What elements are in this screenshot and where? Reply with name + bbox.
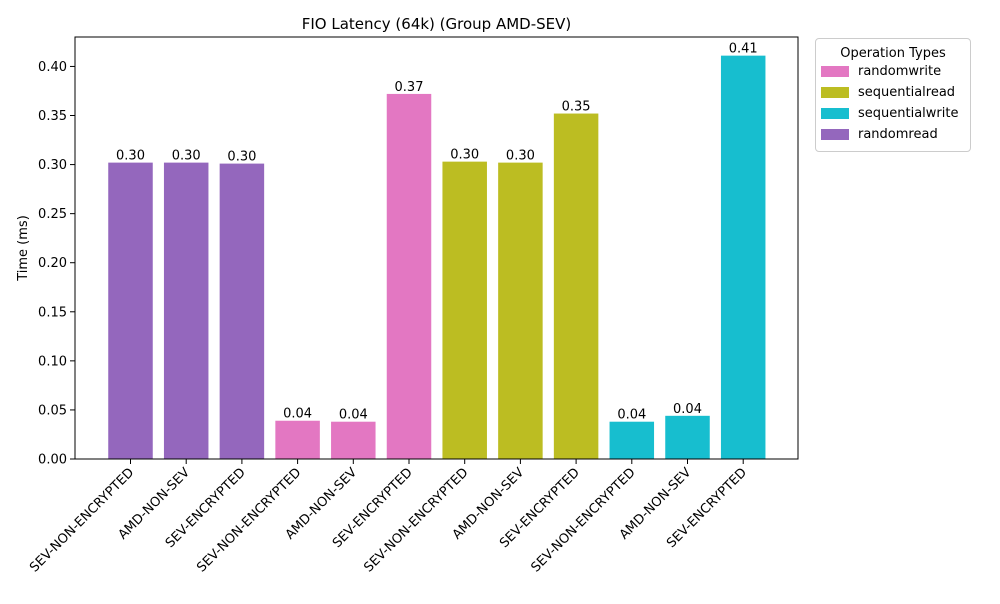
x-tick-label: SEV-NON-ENCRYPTED xyxy=(27,465,137,575)
bar-randomread-amd-non-sev xyxy=(163,162,209,460)
y-tick-label: 0.35 xyxy=(38,109,67,124)
legend: Operation Types randomwrite sequentialrea… xyxy=(815,38,971,152)
bar-randomread-sev-non-encrypted xyxy=(108,162,153,460)
data-label: 0.04 xyxy=(617,408,646,423)
legend-label: sequentialread xyxy=(858,85,956,100)
data-label: 0.30 xyxy=(506,149,535,164)
data-label: 0.30 xyxy=(172,149,201,164)
x-tick-label: SEV-NON-ENCRYPTED xyxy=(361,465,471,575)
data-label: 0.04 xyxy=(283,407,312,422)
data-label: 0.41 xyxy=(729,42,758,57)
chart-title: FIO Latency (64k) (Group AMD-SEV) xyxy=(302,15,572,33)
y-tick-label: 0.15 xyxy=(38,305,67,320)
y-tick-label: 0.20 xyxy=(38,256,67,271)
legend-title: Operation Types xyxy=(840,46,946,61)
legend-items: randomwrite sequentialread sequentialwrite… xyxy=(816,61,970,145)
bar-sequentialread-amd-non-sev xyxy=(498,162,543,460)
data-label: 0.30 xyxy=(227,150,256,165)
legend-label: randomread xyxy=(858,127,938,142)
legend-item-sequentialread: sequentialread xyxy=(816,82,970,103)
legend-item-randomwrite: randomwrite xyxy=(816,61,970,82)
data-label: 0.30 xyxy=(116,149,145,164)
bar-sequentialwrite-amd-non-sev xyxy=(665,415,710,459)
legend-label: randomwrite xyxy=(858,64,942,79)
y-tick-label: 0.05 xyxy=(38,403,67,418)
y-axis-label: Time (ms) xyxy=(16,215,31,282)
legend-swatch xyxy=(821,66,849,77)
bar-randomwrite-sev-encrypted xyxy=(386,93,432,459)
bar-sequentialread-sev-encrypted xyxy=(553,113,599,460)
y-tick-label: 0.00 xyxy=(38,453,67,468)
axes-frame xyxy=(74,36,799,460)
data-label: 0.04 xyxy=(339,408,368,423)
bar-randomread-sev-encrypted xyxy=(219,163,265,459)
legend-item-randomread: randomread xyxy=(816,124,970,145)
legend-swatch xyxy=(821,108,849,119)
data-label: 0.04 xyxy=(673,402,702,417)
y-tick-label: 0.30 xyxy=(38,158,67,173)
bar-randomwrite-amd-non-sev xyxy=(331,421,376,459)
bar-sequentialwrite-sev-non-encrypted xyxy=(609,421,655,459)
x-tick-label: SEV-NON-ENCRYPTED xyxy=(528,465,638,575)
data-label: 0.37 xyxy=(395,80,424,95)
x-tick-label: SEV-NON-ENCRYPTED xyxy=(194,465,304,575)
data-label: 0.30 xyxy=(450,148,479,163)
legend-swatch xyxy=(821,87,849,98)
plot-area: 0.30SEV-NON-ENCRYPTED0.30AMD-NON-SEV0.30… xyxy=(27,36,799,575)
y-tick-label: 0.40 xyxy=(38,60,67,75)
bar-randomwrite-sev-non-encrypted xyxy=(275,420,320,459)
legend-item-sequentialwrite: sequentialwrite xyxy=(816,103,970,124)
y-tick-label: 0.10 xyxy=(38,354,67,369)
bar-sequentialread-sev-non-encrypted xyxy=(442,161,487,459)
y-tick-label: 0.25 xyxy=(38,207,67,222)
legend-label: sequentialwrite xyxy=(858,106,959,121)
legend-swatch xyxy=(821,129,849,140)
bar-sequentialwrite-sev-encrypted xyxy=(720,55,766,459)
data-label: 0.35 xyxy=(562,100,591,115)
